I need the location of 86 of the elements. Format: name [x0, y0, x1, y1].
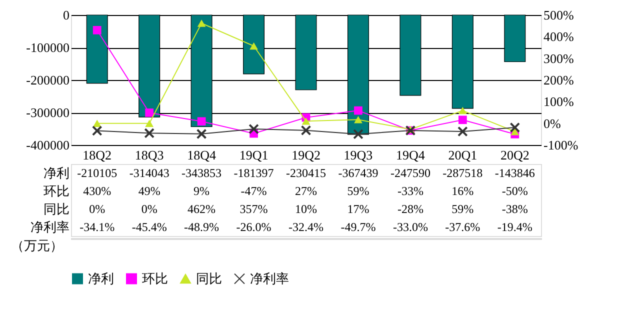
point — [197, 117, 206, 126]
y-tick-label: -400000 — [26, 138, 70, 152]
data-label: -50% — [502, 184, 528, 198]
data-label: -32.4% — [288, 220, 324, 234]
point — [354, 116, 362, 124]
data-label: -367439 — [338, 166, 378, 180]
text: （万元） — [11, 238, 63, 253]
data-label: -45.4% — [132, 220, 167, 234]
data-label: 462% — [188, 202, 216, 216]
y2-tick-label: 500% — [544, 8, 574, 22]
legend-label: 净利 — [88, 270, 114, 286]
point — [458, 116, 467, 124]
text: 净利 — [44, 166, 70, 180]
data-label: -314043 — [129, 166, 170, 180]
y2-tick-label: 200% — [544, 72, 574, 88]
point — [458, 106, 467, 114]
point — [354, 106, 362, 115]
data-label: 0% — [89, 202, 106, 216]
x-tick-label: 19Q2 — [292, 148, 320, 162]
data-label: 9% — [194, 184, 210, 198]
data-label: 49% — [138, 184, 160, 198]
data-label: -210105 — [77, 166, 118, 180]
data-label: 17% — [347, 202, 370, 216]
data-label: -33% — [397, 184, 424, 198]
data-label: -287518 — [442, 166, 483, 180]
x-tick-label: 18Q4 — [187, 148, 216, 162]
x-tick-label: 19Q1 — [239, 148, 268, 162]
data-label: -28% — [397, 202, 424, 216]
data-label: 0% — [141, 202, 158, 216]
point — [510, 122, 520, 133]
data-label: 59% — [452, 202, 474, 216]
y2-tick-label: -100% — [544, 138, 578, 152]
y2-tick-label: 100% — [544, 94, 574, 110]
point — [250, 42, 258, 50]
data-label: -34.1% — [80, 220, 115, 234]
data-label: -343853 — [182, 166, 222, 180]
data-label: -19.4% — [497, 220, 532, 234]
x-tick-label: 19Q3 — [344, 148, 373, 162]
data-label: -143846 — [494, 166, 535, 180]
x-tick-label: 19Q4 — [396, 148, 426, 162]
data-label: 430% — [83, 184, 112, 198]
point — [353, 128, 364, 140]
point — [300, 125, 312, 136]
point — [92, 120, 102, 127]
data-label: -26.0% — [236, 220, 272, 234]
point — [197, 20, 206, 27]
point — [196, 128, 207, 140]
point — [145, 108, 154, 117]
y2-tick-label: 300% — [544, 50, 574, 66]
data-label: -49.7% — [340, 220, 376, 234]
x-tick-label: 18Q2 — [82, 148, 112, 162]
legend-label: 同比 — [196, 270, 222, 286]
text: 同比 — [44, 202, 70, 216]
point — [92, 26, 102, 34]
point — [248, 124, 259, 134]
text: 净利率 — [30, 220, 70, 234]
x-tick-label: 20Q2 — [500, 148, 530, 162]
x-tick-label: 20Q1 — [448, 148, 478, 162]
data-label: -247590 — [390, 166, 430, 180]
y2-tick-label: 0% — [544, 116, 561, 131]
data-label: 357% — [240, 202, 268, 216]
point — [144, 128, 155, 138]
legend-label: 净利率 — [250, 270, 289, 286]
data-label: -37.6% — [445, 220, 480, 234]
y-tick-label: -300000 — [26, 105, 70, 120]
y-tick-label: -100000 — [26, 40, 70, 55]
data-label: -230415 — [286, 166, 326, 180]
data-label: 10% — [295, 202, 317, 216]
legend-label: 环比 — [142, 270, 168, 286]
point — [457, 126, 468, 137]
data-label: -33.0% — [392, 220, 428, 234]
data-label: -47% — [240, 184, 267, 198]
point — [302, 118, 310, 125]
point — [92, 126, 102, 136]
y-tick-label: -200000 — [26, 72, 70, 88]
x-tick-label: 18Q3 — [134, 148, 164, 162]
data-label: -38% — [502, 202, 528, 216]
data-label: -48.9% — [184, 220, 220, 234]
data-label: 59% — [347, 184, 370, 198]
y2-tick-label: 400% — [544, 29, 574, 44]
data-label: 27% — [295, 184, 317, 198]
point — [145, 120, 154, 127]
data-label: -181397 — [234, 166, 274, 180]
data-label: 16% — [452, 184, 474, 198]
text: 环比 — [44, 184, 70, 198]
y-tick-label: 0 — [63, 8, 70, 22]
